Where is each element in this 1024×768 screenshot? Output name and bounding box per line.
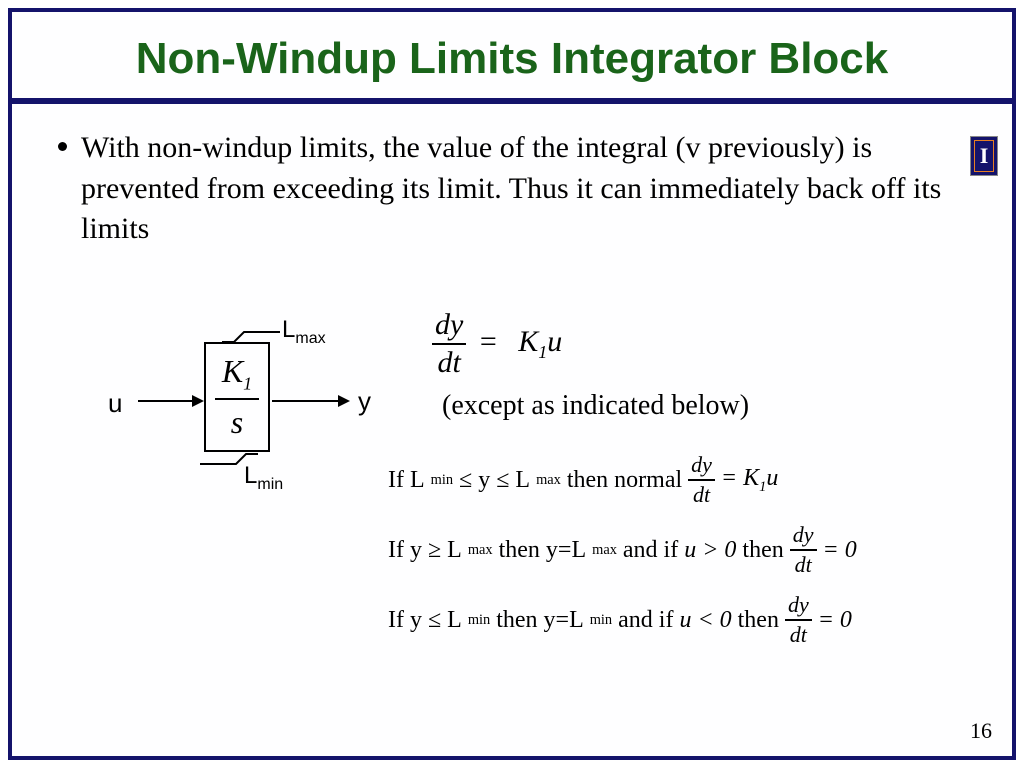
bullet-dot-icon bbox=[58, 142, 67, 151]
arrow-output-head-icon bbox=[338, 395, 350, 407]
arrow-input-head-icon bbox=[192, 395, 204, 407]
page-number: 16 bbox=[970, 718, 992, 744]
tf-numerator: K1 bbox=[222, 353, 252, 394]
block-diagram: u K1 s y Lmax Lmin bbox=[92, 314, 392, 514]
main-equation: dy dt = K1u bbox=[432, 310, 562, 378]
input-label: u bbox=[108, 388, 122, 419]
tf-fraction-bar bbox=[215, 398, 259, 400]
content-area: With non-windup limits, the value of the… bbox=[12, 104, 1012, 250]
limit-notch-top-icon bbox=[222, 330, 272, 342]
tf-denominator: s bbox=[231, 404, 243, 441]
condition-1: If Lmin ≤ y ≤ Lmax then normal dy dt = K… bbox=[388, 454, 778, 506]
output-label: y bbox=[358, 386, 371, 417]
limit-notch-bottom-icon bbox=[200, 452, 250, 464]
slide-title: Non-Windup Limits Integrator Block bbox=[12, 12, 1012, 98]
condition-3: If y ≤ Lmin then y=Lmin and if u < 0 the… bbox=[388, 594, 852, 646]
integrator-block: K1 s bbox=[204, 342, 270, 452]
slide-frame: Non-Windup Limits Integrator Block I Wit… bbox=[8, 8, 1016, 760]
lmax-label: Lmax bbox=[282, 316, 326, 348]
rhs-k1u: K1u bbox=[518, 325, 562, 358]
transfer-function: K1 s bbox=[206, 344, 268, 450]
except-note: (except as indicated below) bbox=[442, 390, 749, 422]
bullet-text: With non-windup limits, the value of the… bbox=[81, 128, 966, 250]
arrow-output-line bbox=[272, 400, 346, 402]
condition-2: If y ≥ Lmax then y=Lmax and if u > 0 the… bbox=[388, 524, 857, 576]
bullet-item: With non-windup limits, the value of the… bbox=[82, 128, 966, 250]
dy-dt-fraction: dy dt bbox=[432, 310, 466, 378]
lmin-label: Lmin bbox=[244, 462, 283, 494]
